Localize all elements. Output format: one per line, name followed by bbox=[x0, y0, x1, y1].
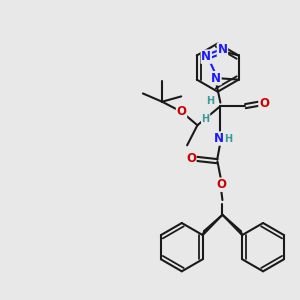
Text: N: N bbox=[218, 43, 227, 56]
Text: N: N bbox=[214, 132, 224, 145]
Text: H: H bbox=[202, 114, 210, 124]
Text: O: O bbox=[186, 152, 196, 165]
Text: H: H bbox=[206, 96, 214, 106]
Text: O: O bbox=[259, 97, 269, 110]
Text: N: N bbox=[201, 50, 211, 63]
Text: H: H bbox=[225, 134, 233, 143]
Text: O: O bbox=[176, 105, 187, 118]
Text: N: N bbox=[211, 72, 221, 85]
Text: O: O bbox=[216, 178, 226, 191]
